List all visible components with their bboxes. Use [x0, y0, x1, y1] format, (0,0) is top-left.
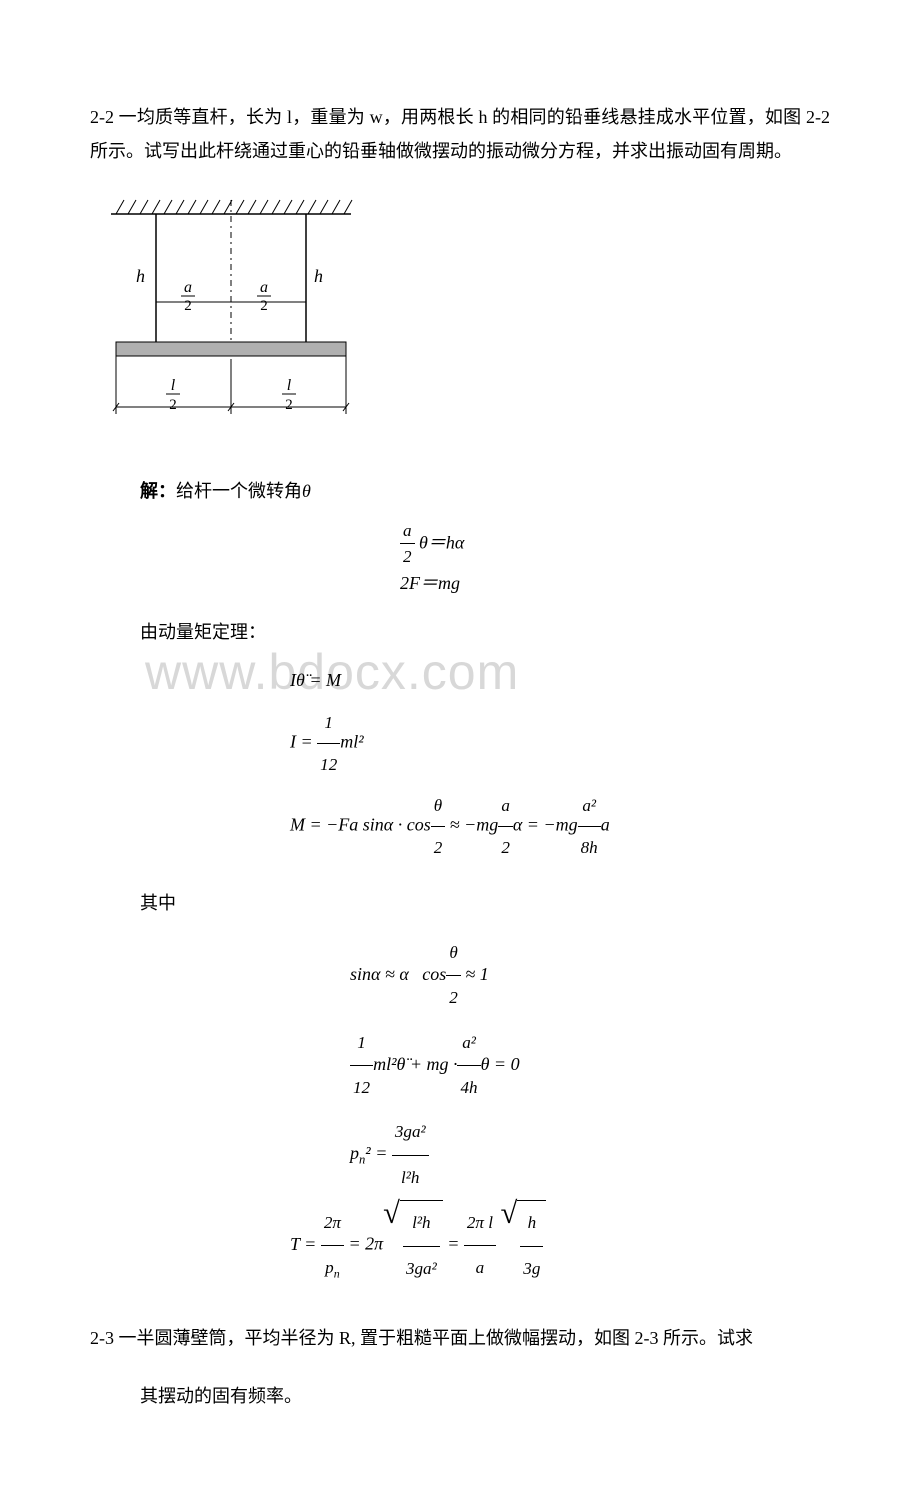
- eq3-l4d2: a: [464, 1246, 496, 1290]
- solution-label: 解：给杆一个微转角θ: [140, 474, 830, 508]
- eq3-l2d1: 12: [350, 1066, 373, 1110]
- eq1-num: a: [400, 518, 415, 545]
- svg-text:h: h: [136, 266, 145, 286]
- eq3-l2n1: 1: [350, 1021, 373, 1066]
- eq3-l1th: θ: [446, 931, 461, 976]
- eq2-line2-left: I =: [290, 732, 313, 752]
- svg-text:h: h: [314, 266, 323, 286]
- eq3-l4mid: = 2π: [344, 1234, 383, 1254]
- eq3-l1c: ≈ 1: [461, 964, 489, 984]
- eq3-sqn: l²h: [403, 1201, 440, 1246]
- eq3-l2end: θ = 0: [481, 1054, 520, 1074]
- eq2-th: θ: [431, 785, 446, 827]
- eq3-l3eq: =: [371, 1143, 388, 1163]
- svg-text:a: a: [184, 279, 192, 296]
- eq3-l4n2: 2π l: [464, 1201, 496, 1246]
- svg-text:2: 2: [184, 298, 192, 314]
- eq3-l2n2: a²: [457, 1021, 480, 1066]
- eq2-l2-den: 12: [317, 744, 340, 785]
- eq2-line3-M: M = −Fa sinα · cos: [290, 815, 431, 835]
- theta: θ: [302, 481, 311, 501]
- eq2-line2-right: ml²: [340, 732, 363, 752]
- solution-intro: 给杆一个微转角: [176, 481, 302, 501]
- eq1-line2: 2F＝mg: [400, 573, 460, 593]
- eq2-alpha: α = −mg: [513, 815, 578, 835]
- problem-2-3-line1: 2-3 一半圆薄壁筒，平均半径为 R, 置于粗糙平面上做微幅摆动，如图 2-3 …: [90, 1321, 830, 1355]
- eq3-l2d2: 4h: [457, 1066, 480, 1110]
- eq1-rest: θ＝hα: [419, 532, 464, 552]
- equation-set-2: Iθ̈ = M I = 112ml² M = −Fa sinα · cosθ2 …: [290, 659, 830, 868]
- eq2-2a: 2: [431, 827, 446, 868]
- eq2-2b: 2: [498, 827, 513, 868]
- eq3-l4n1: 2π: [321, 1201, 344, 1246]
- eq2-8h: 8h: [578, 827, 601, 868]
- eq2-a: a: [498, 785, 513, 827]
- problem-2-2-text: 2-2 一均质等直杆，长为 l，重量为 w，用两根长 h 的相同的铅垂线悬挂成水…: [90, 100, 830, 168]
- equation-set-3: sinα ≈ α cosθ2 ≈ 1 112ml²θ̈ + mg ·a²4hθ …: [350, 931, 830, 1292]
- where-text: 其中: [140, 886, 830, 920]
- eq3-l2mid: ml²θ̈ + mg ·: [373, 1054, 457, 1074]
- svg-text:2: 2: [285, 397, 293, 413]
- eq3-l3den: l²h: [392, 1156, 429, 1200]
- figure-2-2: h h a 2 a 2 l 2: [96, 192, 830, 443]
- svg-text:2: 2: [260, 298, 268, 314]
- eq3-l12: 2: [446, 976, 461, 1020]
- eq3-l1b: cos: [422, 964, 446, 984]
- eq1-den: 2: [400, 544, 415, 570]
- svg-text:a: a: [260, 279, 268, 296]
- eq3-l1a: sinα ≈ α: [350, 964, 409, 984]
- svg-text:l: l: [171, 377, 176, 394]
- solution-bold: 解：: [140, 481, 176, 501]
- eq3-sqn2: h: [520, 1201, 543, 1246]
- content: 2-2 一均质等直杆，长为 l，重量为 w，用两根长 h 的相同的铅垂线悬挂成水…: [90, 100, 830, 1414]
- eq3-sqd: 3ga²: [403, 1247, 440, 1291]
- svg-text:2: 2: [169, 397, 177, 413]
- eq2-end: a: [601, 815, 610, 835]
- eq3-l3num: 3ga²: [392, 1110, 429, 1155]
- svg-text:l: l: [287, 377, 292, 394]
- eq3-sqd2: 3g: [520, 1247, 543, 1291]
- eq2-line1: Iθ̈ = M: [290, 670, 341, 690]
- eq3-l3left: p: [350, 1143, 359, 1163]
- eq2-a2: a²: [578, 785, 601, 827]
- eq2-mid: ≈ −mg: [445, 815, 498, 835]
- momentum-theorem: 由动量矩定理：: [140, 615, 830, 649]
- problem-2-3-line2: 其摆动的固有频率。: [140, 1379, 830, 1413]
- eq2-l2-num: 1: [317, 702, 340, 744]
- eq3-l4mid2: =: [443, 1234, 460, 1254]
- eq3-l4d1: pn: [321, 1246, 344, 1290]
- eq3-l4T: T =: [290, 1234, 316, 1254]
- equation-set-1: a2 θ＝hα 2F＝mg: [400, 518, 830, 597]
